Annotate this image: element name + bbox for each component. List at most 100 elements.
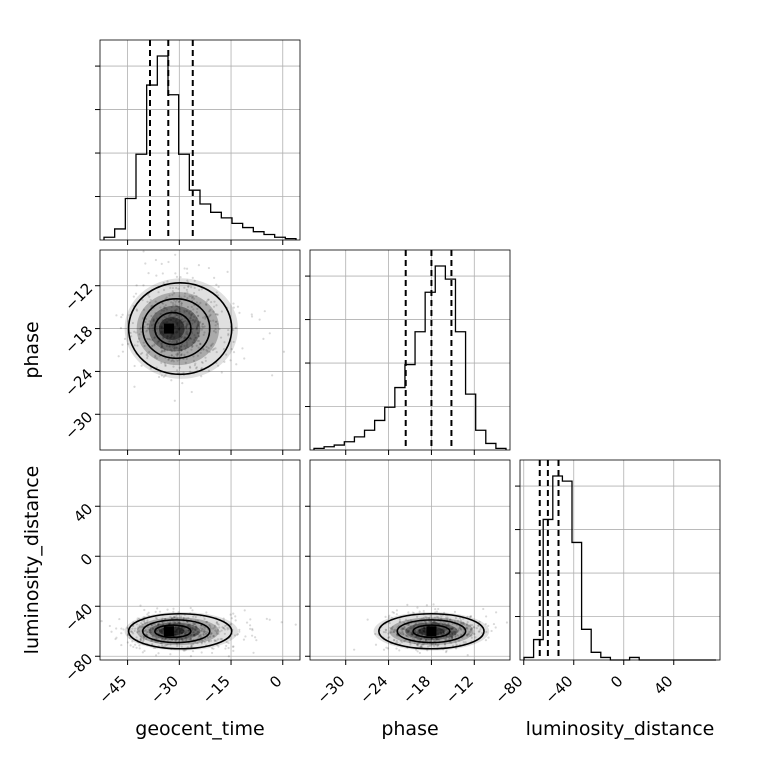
- scatter-point: [208, 350, 211, 354]
- scatter-point: [222, 348, 226, 351]
- scatter-point: [118, 617, 121, 621]
- scatter-point: [305, 292, 307, 294]
- scatter-point: [174, 320, 177, 323]
- scatter-point: [166, 643, 170, 646]
- scatter-point: [443, 628, 446, 631]
- scatter-point: [448, 618, 452, 621]
- scatter-point: [169, 336, 172, 339]
- scatter-point: [173, 315, 176, 318]
- scatter-point: [212, 305, 216, 308]
- scatter-point: [155, 636, 158, 640]
- scatter-point: [156, 623, 160, 627]
- scatter-point: [407, 635, 410, 638]
- scatter-point: [178, 351, 181, 354]
- scatter-point: [179, 617, 183, 620]
- scatter-point: [411, 626, 414, 629]
- scatter-point: [164, 637, 167, 641]
- scatter-point: [168, 345, 171, 348]
- contour-level-0: [127, 282, 233, 376]
- scatter-point: [173, 335, 176, 338]
- scatter-point: [178, 300, 181, 303]
- scatter-point: [159, 312, 162, 315]
- scatter-point: [171, 340, 174, 344]
- scatter-point: [174, 629, 177, 632]
- scatter-point: [135, 284, 138, 287]
- scatter-point: [442, 632, 445, 636]
- scatter-point: [176, 314, 180, 317]
- scatter-point: [199, 301, 202, 304]
- scatter-point: [183, 286, 186, 289]
- scatter-point: [172, 607, 175, 610]
- scatter-point: [187, 285, 190, 288]
- scatter-point: [181, 627, 184, 630]
- scatter-point: [190, 634, 193, 637]
- scatter-point: [175, 630, 178, 633]
- scatter-point: [169, 336, 172, 339]
- scatter-point: [467, 624, 470, 627]
- scatter-point: [174, 633, 177, 636]
- scatter-point: [200, 325, 204, 328]
- scatter-point: [198, 634, 201, 638]
- scatter-point: [129, 331, 132, 335]
- scatter-point: [176, 632, 179, 635]
- scatter-point: [202, 326, 205, 329]
- scatter-point: [180, 304, 183, 307]
- scatter-point: [183, 267, 186, 270]
- scatter-point: [184, 637, 187, 640]
- scatter-point: [184, 639, 188, 642]
- scatter-point: [179, 318, 182, 321]
- scatter-point: [143, 608, 146, 612]
- scatter-point: [415, 648, 418, 651]
- scatter-point: [172, 320, 175, 323]
- scatter-point: [215, 313, 219, 316]
- scatter-point: [422, 626, 425, 630]
- scatter-point: [187, 285, 190, 288]
- scatter-point: [139, 328, 142, 331]
- scatter-point: [222, 626, 225, 630]
- scatter-point: [151, 344, 154, 347]
- scatter-point: [169, 348, 172, 351]
- scatter-point: [401, 630, 404, 633]
- scatter-point: [178, 310, 182, 313]
- scatter-point: [164, 364, 167, 368]
- scatter-point: [171, 293, 174, 296]
- scatter-point: [143, 619, 146, 622]
- scatter-point: [197, 303, 200, 306]
- scatter-point: [435, 621, 438, 624]
- scatter-point: [173, 630, 176, 633]
- scatter-point: [457, 634, 460, 637]
- scatter-point: [108, 624, 111, 628]
- scatter-point: [407, 619, 410, 622]
- scatter-point: [174, 253, 177, 256]
- scatter-point: [207, 266, 211, 270]
- scatter-point: [221, 626, 224, 629]
- scatter-point: [175, 629, 178, 632]
- scatter-point: [255, 639, 258, 642]
- x-tick-label: −30: [313, 672, 348, 707]
- scatter-point: [165, 344, 168, 348]
- scatter-point: [143, 649, 146, 652]
- scatter-point: [215, 621, 218, 624]
- scatter-point: [182, 617, 186, 620]
- scatter-point: [197, 323, 200, 326]
- scatter-point: [454, 632, 457, 635]
- scatter-point: [196, 320, 199, 323]
- scatter-point: [224, 647, 227, 650]
- scatter-point: [190, 344, 194, 347]
- scatter-point: [461, 622, 464, 626]
- scatter-point: [179, 346, 182, 349]
- scatter-point: [433, 620, 436, 623]
- scatter-point: [157, 637, 160, 640]
- scatter-point: [176, 327, 179, 331]
- scatter-point: [144, 262, 147, 265]
- scatter-point: [414, 636, 418, 639]
- scatter-point: [138, 644, 141, 647]
- scatter-point: [196, 641, 199, 645]
- density-peak: [163, 323, 174, 334]
- scatter-point: [165, 336, 168, 339]
- scatter-point: [432, 621, 435, 624]
- scatter-point: [210, 632, 213, 635]
- scatter-point: [450, 630, 453, 634]
- scatter-point: [395, 609, 399, 612]
- scatter-point: [198, 334, 201, 338]
